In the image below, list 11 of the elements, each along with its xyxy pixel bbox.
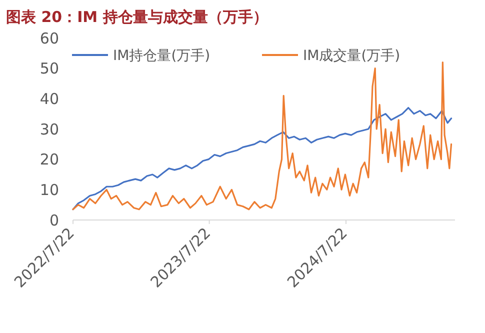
y-tick-label: 50: [40, 60, 59, 78]
y-tick-label: 20: [40, 150, 59, 169]
y-tick-label: 0: [49, 211, 59, 230]
chart-title: 图表 20：IM 持仓量与成交量（万手）: [6, 8, 268, 26]
y-tick-label: 60: [40, 29, 59, 48]
y-tick-label: 10: [40, 180, 59, 199]
y-tick-label: 40: [40, 90, 59, 108]
line-series: [72, 61, 452, 210]
y-tick-label: 30: [40, 120, 59, 138]
legend-label: IM持仓量(万手): [113, 48, 210, 64]
legend-label: IM成交量(万手): [303, 48, 400, 64]
